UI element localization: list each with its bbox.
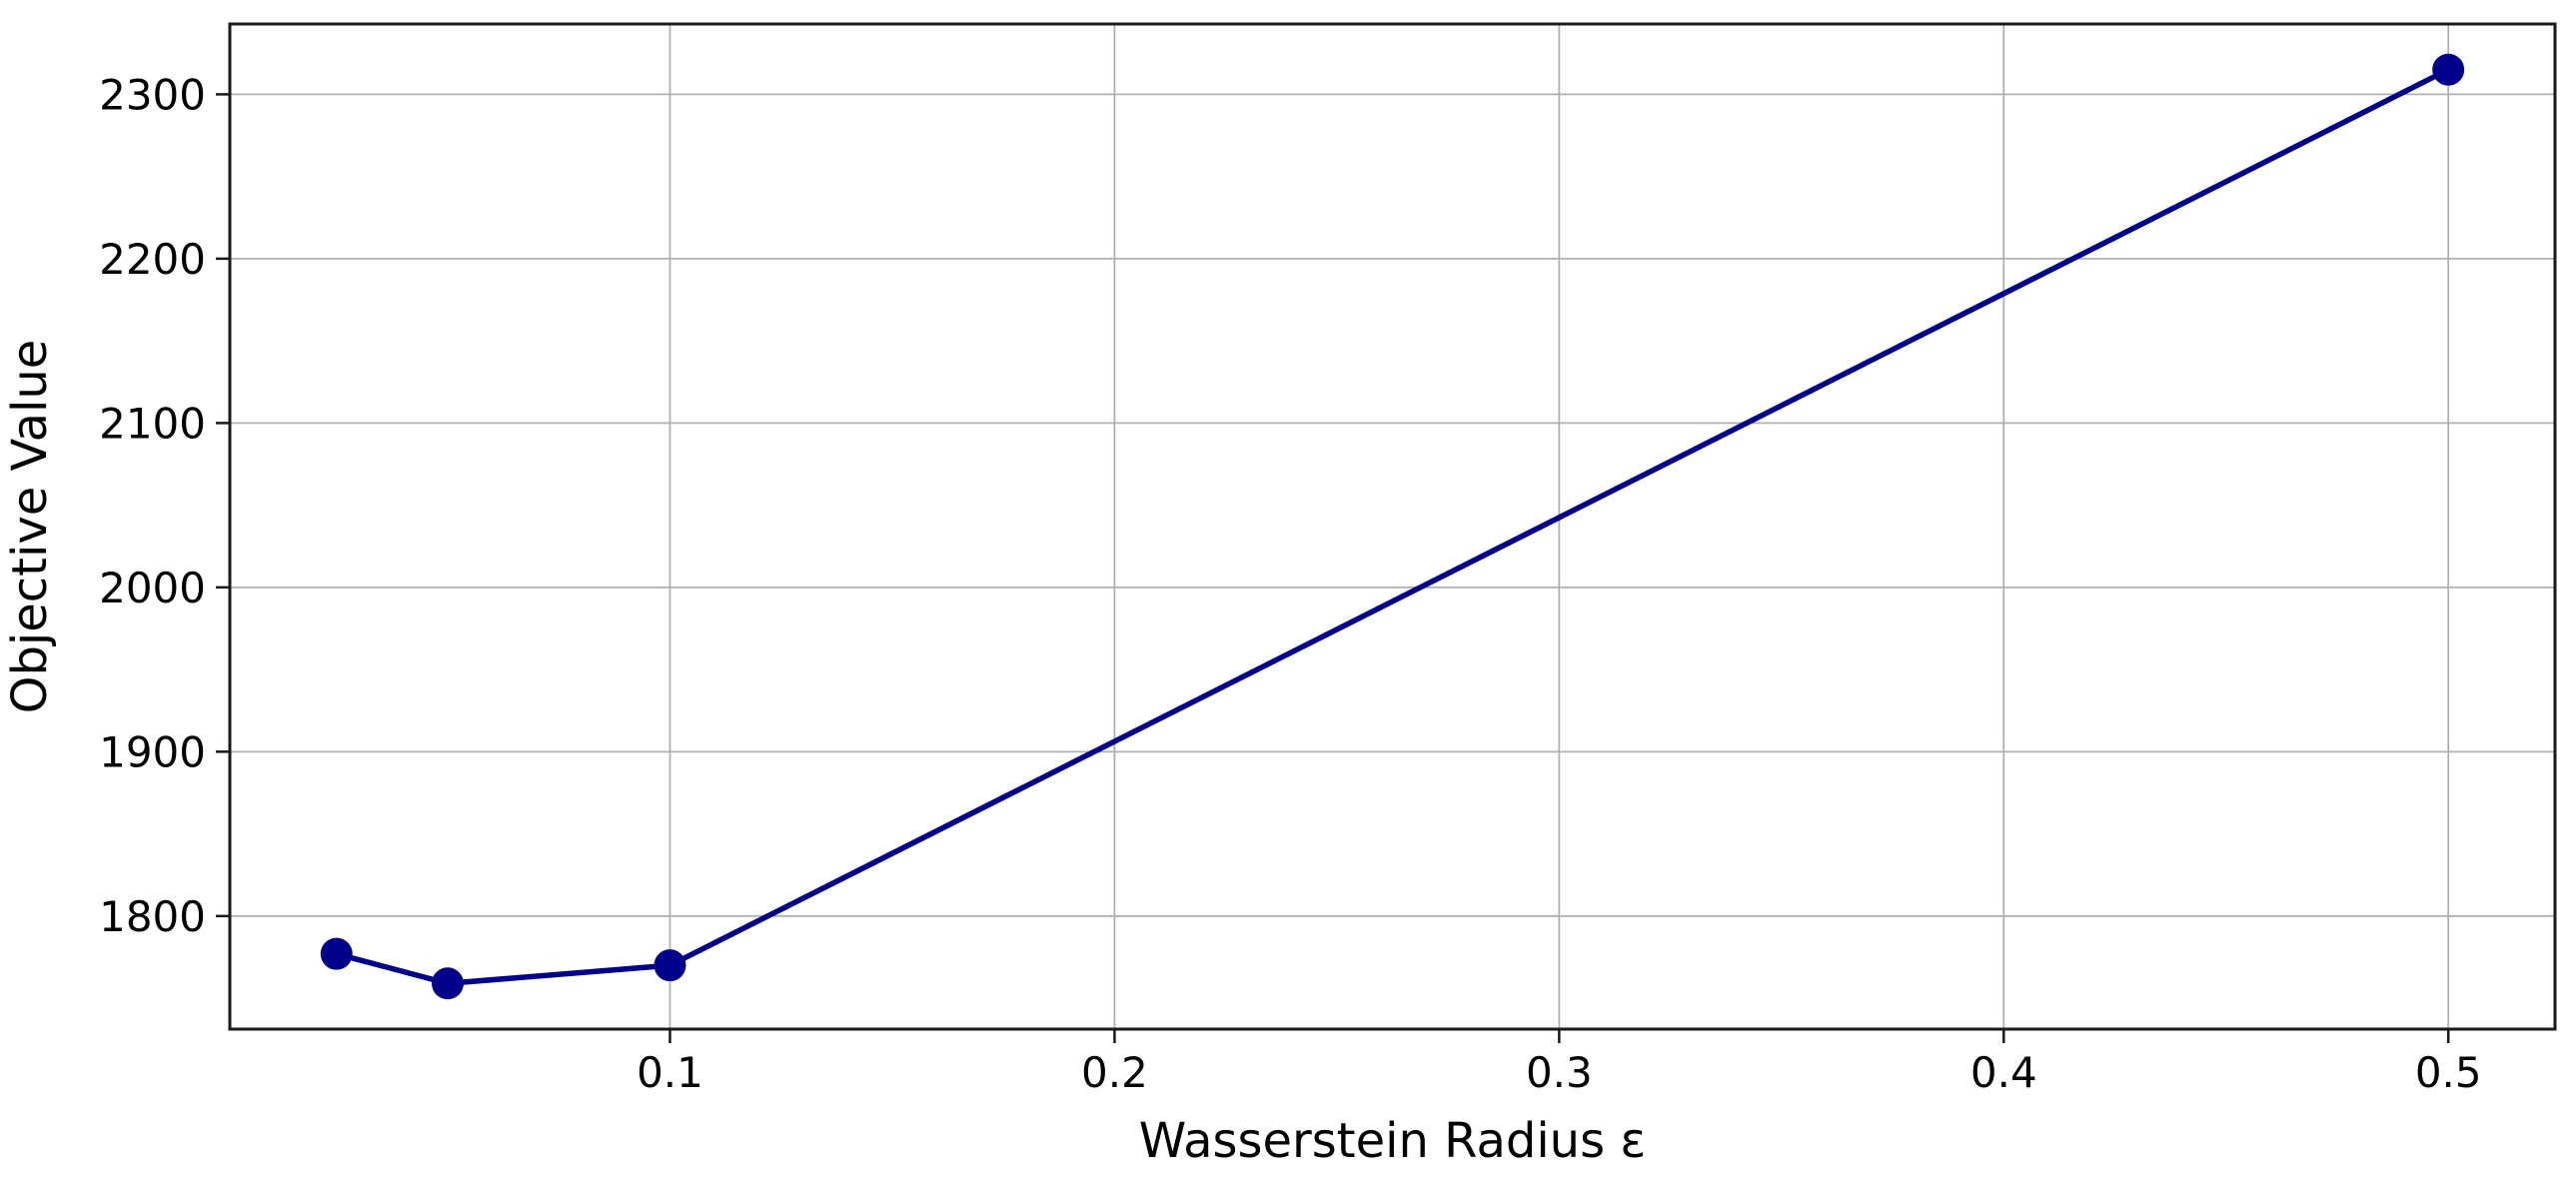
y-tick-label: 2200 [99, 235, 206, 284]
y-tick-label: 1800 [99, 892, 206, 941]
x-tick-label: 0.4 [1970, 1048, 2037, 1097]
plot-border [228, 22, 2557, 1031]
x-tick-label: 0.5 [2415, 1048, 2482, 1097]
y-tick-label: 2300 [99, 70, 206, 119]
x-tick-label: 0.2 [1081, 1048, 1148, 1097]
y-tick-label: 2000 [99, 564, 206, 612]
y-tick-label: 1900 [99, 727, 206, 776]
y-axis-label: Objective Value [2, 340, 58, 714]
data-point-marker [653, 949, 686, 982]
axis-ticks: 0.1 0.2 0.3 0.4 0.5 1800 1900 2000 2100 2200 2300 [99, 70, 2482, 1097]
series-line [334, 66, 2451, 987]
y-tick-label: 2100 [99, 399, 206, 448]
data-point-marker [432, 967, 465, 1000]
gridlines [230, 24, 2555, 1029]
x-axis-label: Wasserstein Radius ε [1139, 1113, 1647, 1169]
data-series-layer [320, 53, 2465, 1000]
x-tick-label: 0.1 [637, 1048, 703, 1097]
data-point-marker [320, 937, 353, 970]
data-point-marker [2432, 53, 2465, 86]
x-tick-label: 0.3 [1526, 1048, 1593, 1097]
